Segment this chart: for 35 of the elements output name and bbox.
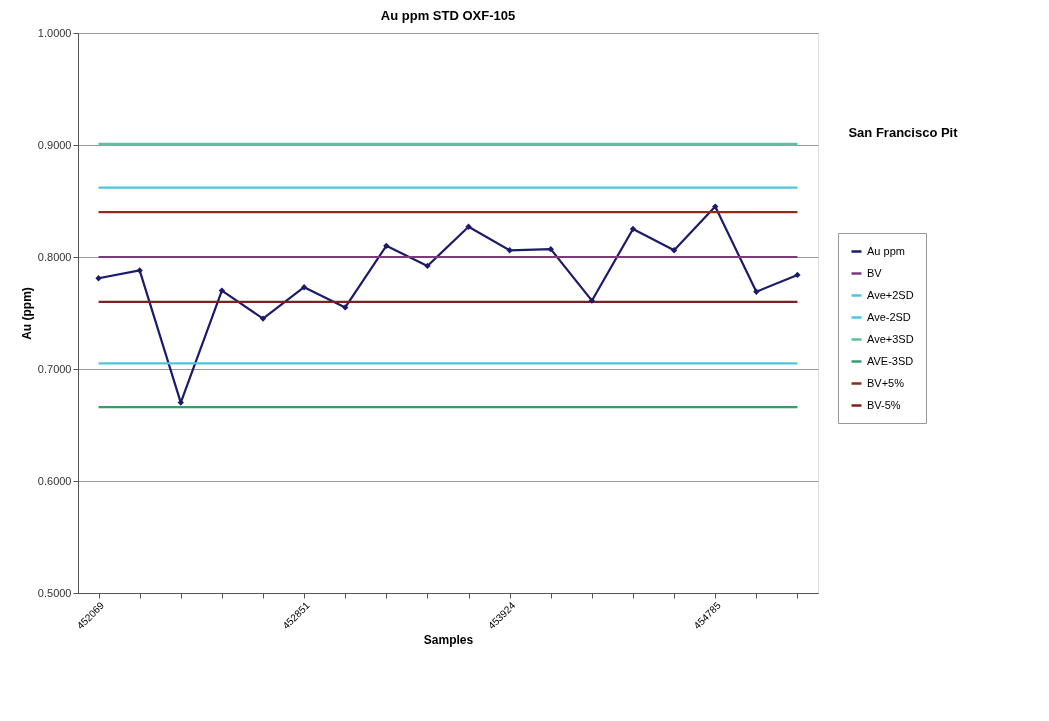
y-tick-label: 0.7000 <box>37 362 72 375</box>
legend-label: Au ppm <box>867 244 905 257</box>
legend-label: BV <box>867 266 883 279</box>
point <box>588 297 596 304</box>
point <box>506 247 513 254</box>
x-axis-title: Samples <box>423 633 474 648</box>
legend-label: Ave+3SD <box>867 332 914 345</box>
legend-label: BV-5% <box>867 398 901 411</box>
chart-title: Au ppm STD OXF-105 <box>380 8 516 23</box>
y-tick-label: 0.6000 <box>37 474 72 487</box>
legend-label: Ave+2SD <box>867 288 914 301</box>
legend-label: AVE-3SD <box>867 354 914 367</box>
point <box>342 304 349 311</box>
text: San Francisco Pit <box>848 125 959 140</box>
point <box>753 288 760 295</box>
point <box>547 246 554 253</box>
legend-label: BV+5% <box>867 376 905 389</box>
point <box>465 223 472 230</box>
point <box>259 315 267 322</box>
point <box>670 247 678 254</box>
y-axis-title: Au (ppm) <box>19 287 34 340</box>
point <box>794 271 801 279</box>
point <box>300 284 308 291</box>
y-tick-label: 0.8000 <box>37 250 72 263</box>
point <box>136 267 143 274</box>
y-tick-label: 0.9000 <box>37 138 72 151</box>
point <box>95 275 102 282</box>
point <box>424 262 431 270</box>
point <box>218 287 226 294</box>
point <box>712 203 719 210</box>
point <box>629 225 637 233</box>
point <box>383 242 390 249</box>
y-tick-label: 0.5000 <box>37 586 72 599</box>
legend-label: Ave-2SD <box>867 310 911 323</box>
y-tick-label: 1.0000 <box>37 26 72 39</box>
